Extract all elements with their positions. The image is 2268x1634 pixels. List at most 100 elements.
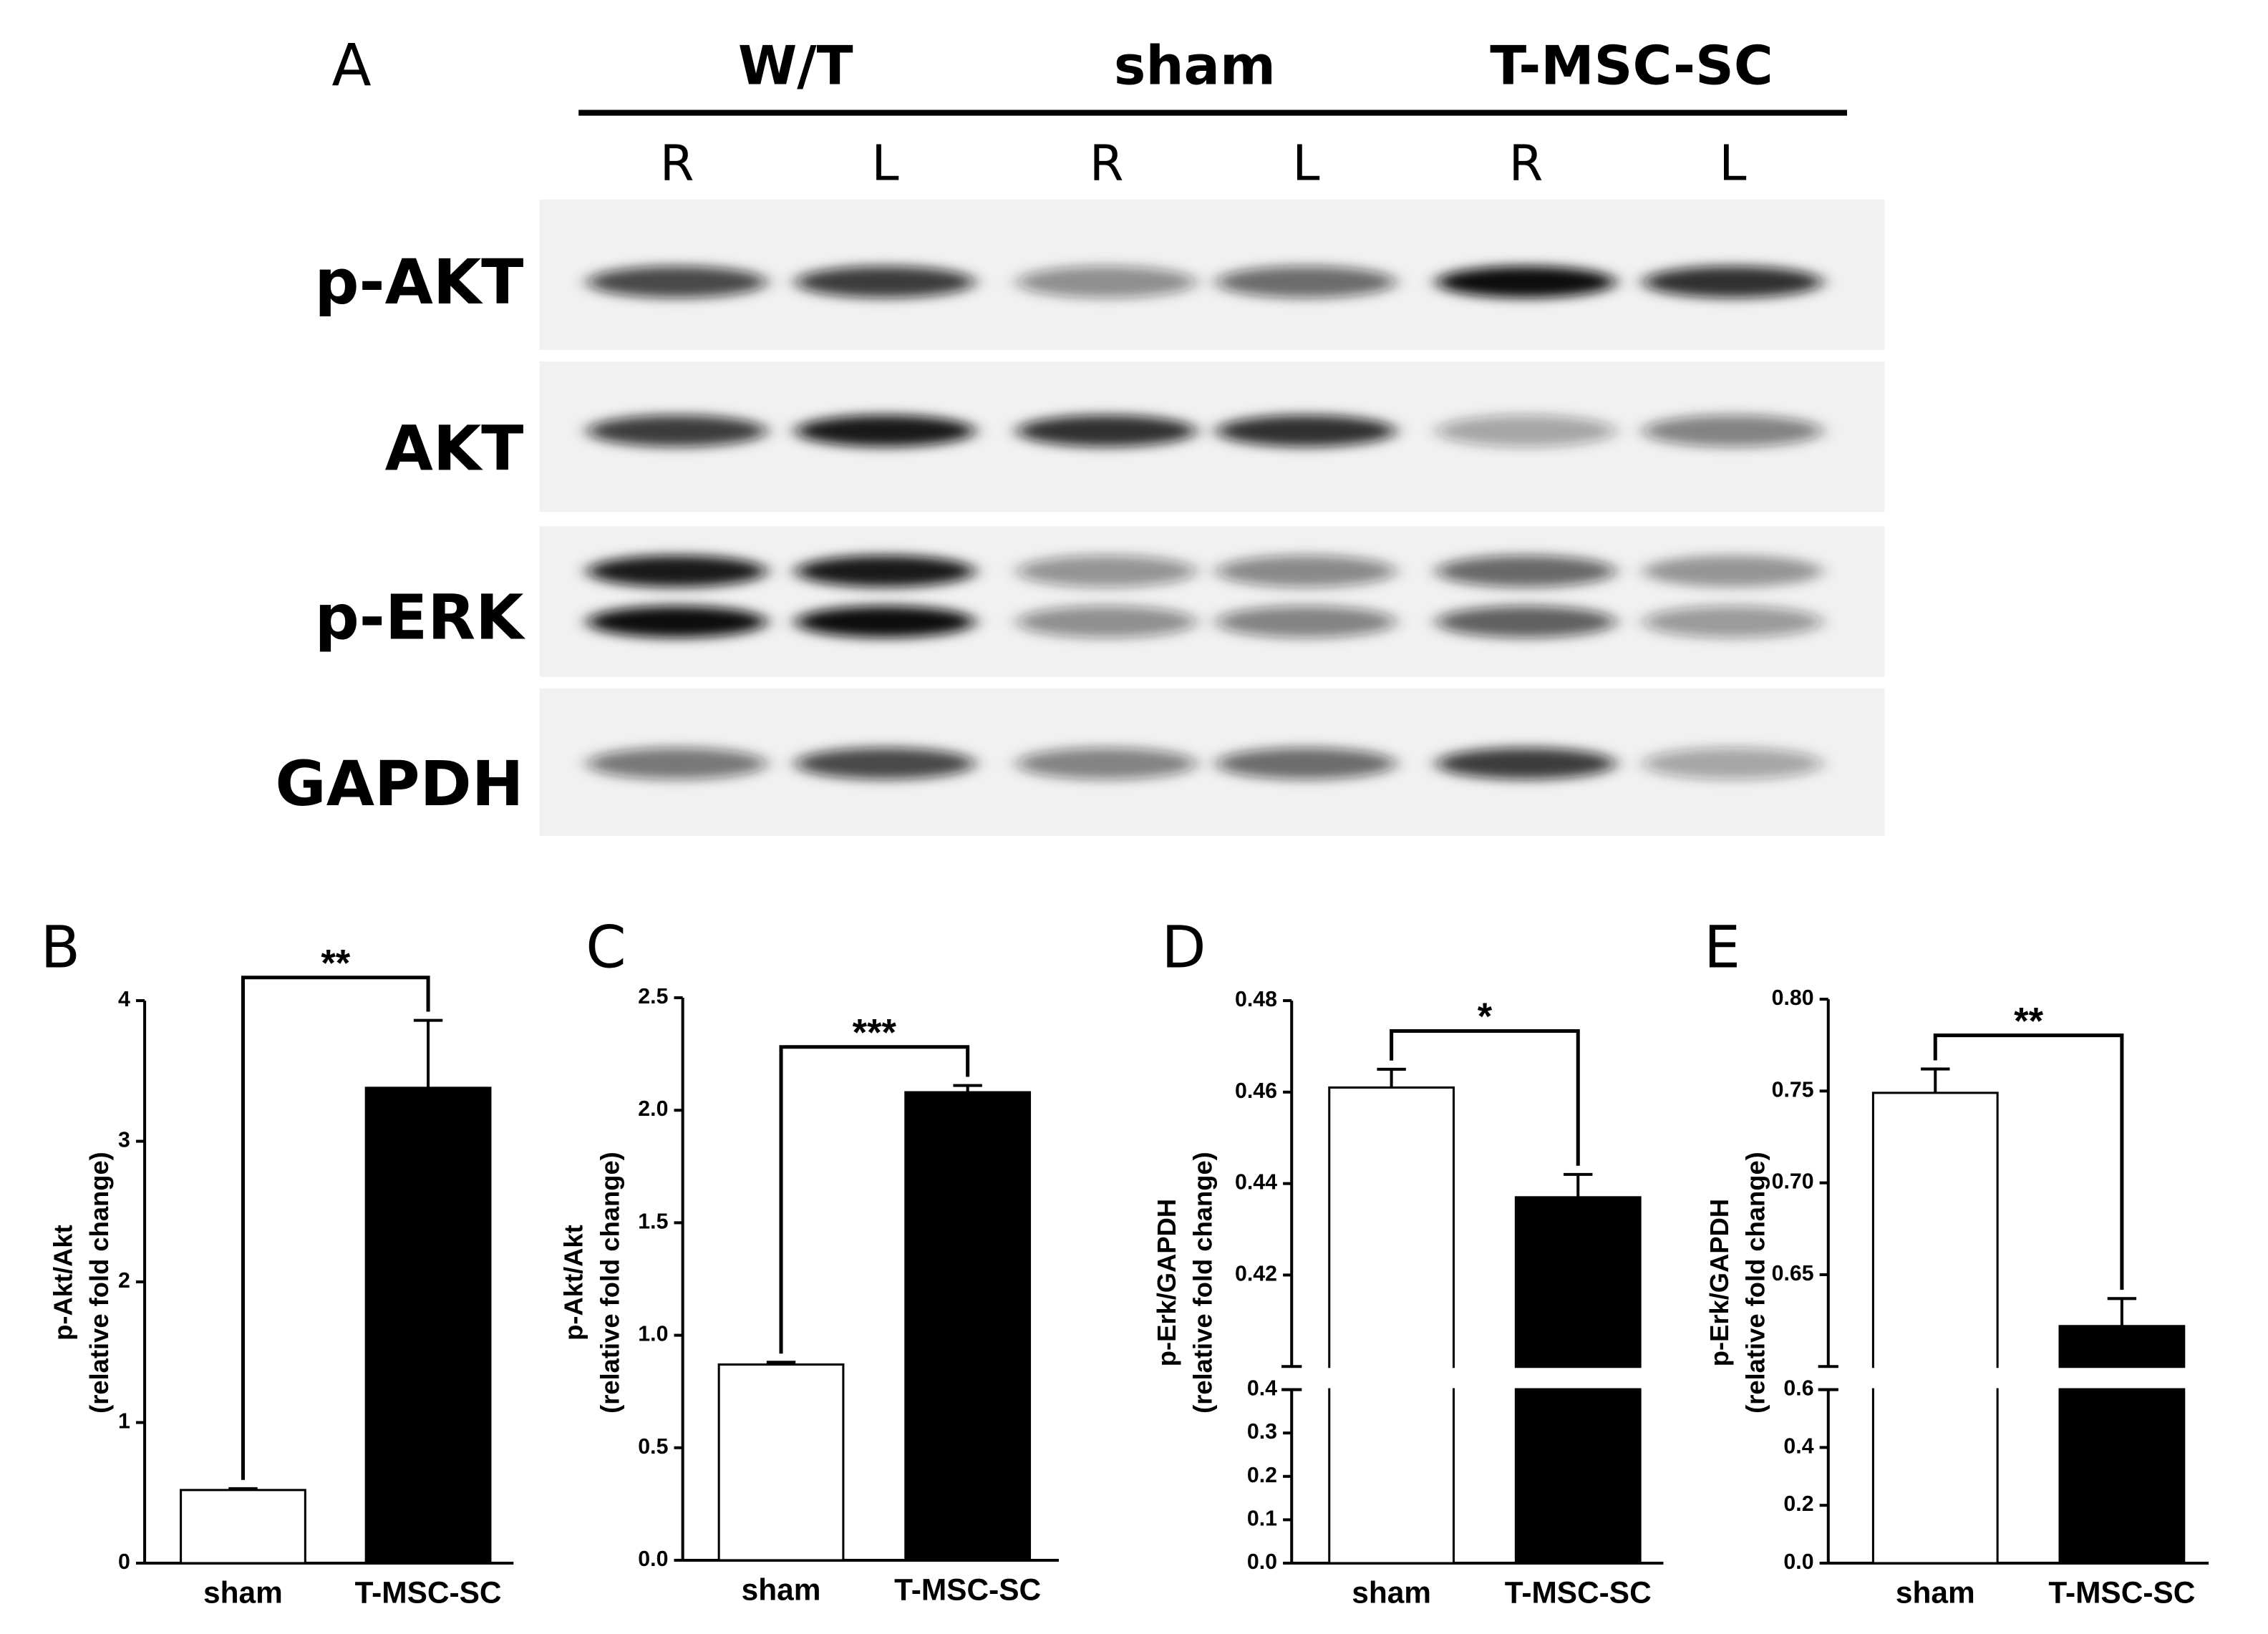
x-tick-label: sham — [1896, 1576, 1975, 1610]
band — [795, 414, 975, 447]
band — [1017, 414, 1196, 447]
y-tick-label: 0.3 — [1247, 1420, 1277, 1444]
band — [1643, 747, 1823, 779]
blot-bands — [587, 414, 1823, 447]
y-tick-label: 4 — [118, 988, 130, 1011]
panel-label: E — [1704, 914, 1740, 981]
error-bar — [953, 1084, 982, 1093]
axis-break-gap — [1831, 1368, 2212, 1389]
bar — [1328, 1086, 1455, 1565]
blot-bands — [587, 266, 1823, 298]
y-tick-label: 2 — [118, 1269, 130, 1293]
x-tick-label: T-MSC-SC — [355, 1576, 502, 1610]
panel-label: D — [1161, 914, 1206, 981]
lane-label: R — [660, 135, 694, 192]
x-tick-label: T-MSC-SC — [2048, 1576, 2195, 1610]
bar — [904, 1091, 1032, 1562]
band — [1436, 747, 1616, 779]
band — [1216, 606, 1396, 638]
y-axis-label: p-Akt/Akt — [559, 1225, 588, 1341]
band — [1017, 555, 1196, 588]
y-tick-label: 2.5 — [638, 985, 668, 1008]
x-tick-label: sham — [1352, 1576, 1431, 1610]
x-tick-label: T-MSC-SC — [1505, 1576, 1652, 1610]
y-tick-label: 1 — [118, 1410, 130, 1434]
y-axis-label: (relative fold change) — [595, 1152, 624, 1414]
band — [1216, 747, 1396, 779]
y-tick-label: 0.0 — [1783, 1550, 1813, 1574]
y-tick-label: 0.5 — [638, 1435, 668, 1459]
bar — [717, 1363, 845, 1562]
significance-bracket — [779, 1045, 970, 1354]
band — [587, 414, 767, 447]
significance-bracket — [1390, 1028, 1580, 1166]
error-bar — [1921, 1067, 1950, 1093]
lane-label: L — [1292, 135, 1319, 192]
lane-label: L — [871, 135, 898, 192]
y-axis-label: p-Erk/GAPDH — [1152, 1199, 1181, 1366]
significance-label: ** — [321, 942, 350, 984]
y-tick-label: 0.65 — [1772, 1262, 1814, 1285]
bar — [364, 1086, 492, 1565]
y-axis-label: (relative fold change) — [84, 1152, 114, 1414]
error-bar — [2107, 1297, 2137, 1326]
y-tick-label: 0.48 — [1235, 988, 1277, 1011]
band — [1216, 266, 1396, 298]
bar — [180, 1489, 306, 1565]
panel-label: B — [41, 914, 80, 981]
y-axis-label: (relative fold change) — [1740, 1152, 1770, 1414]
band — [795, 606, 975, 638]
group-label: T-MSC-SC — [1490, 34, 1773, 97]
band — [1017, 747, 1196, 779]
band — [1017, 266, 1196, 298]
row-label: GAPDH — [275, 748, 523, 820]
y-tick-label: 0.4 — [1783, 1434, 1813, 1458]
row-label: p-ERK — [315, 582, 525, 654]
error-bar — [1377, 1067, 1406, 1088]
y-tick-label: 0.42 — [1235, 1262, 1277, 1285]
band — [1017, 606, 1196, 638]
bar — [1871, 1091, 1999, 1565]
significance-bracket — [241, 976, 430, 1480]
y-axis-label: p-Akt/Akt — [49, 1225, 78, 1341]
error-bar — [413, 1018, 443, 1088]
y-tick-label: 0.2 — [1783, 1492, 1813, 1516]
lane-label: R — [1090, 135, 1124, 192]
band — [1643, 606, 1823, 638]
lane-label: R — [1509, 135, 1544, 192]
band — [1436, 414, 1616, 447]
significance-bracket — [1933, 1034, 2124, 1290]
band — [587, 606, 767, 638]
significance-label: ** — [2014, 1000, 2043, 1042]
band — [1216, 555, 1396, 588]
row-label: p-AKT — [314, 246, 523, 318]
blot-membrane — [539, 526, 1885, 677]
y-tick-label: 0.44 — [1235, 1171, 1277, 1195]
y-tick-label: 0.2 — [1247, 1464, 1277, 1487]
y-tick-label: 0.6 — [1783, 1377, 1813, 1401]
y-tick-label: 0.0 — [638, 1547, 668, 1571]
blot-bands — [587, 555, 1823, 638]
band — [1436, 555, 1616, 588]
significance-label: *** — [853, 1011, 897, 1054]
x-tick-label: T-MSC-SC — [894, 1573, 1041, 1607]
y-tick-label: 1.5 — [638, 1210, 668, 1233]
error-bar — [1564, 1172, 1593, 1197]
y-tick-label: 1.0 — [638, 1323, 668, 1346]
y-tick-label: 0.80 — [1772, 986, 1814, 1010]
band — [1436, 266, 1616, 298]
error-bar — [228, 1487, 258, 1490]
panel-label: A — [331, 32, 371, 99]
error-bar — [766, 1361, 796, 1365]
y-tick-label: 0.75 — [1772, 1078, 1814, 1102]
y-tick-label: 0.70 — [1772, 1170, 1814, 1194]
band — [795, 747, 975, 779]
y-axis-label: (relative fold change) — [1188, 1152, 1218, 1414]
y-tick-label: 0 — [118, 1550, 130, 1574]
band — [795, 266, 975, 298]
band — [587, 555, 767, 588]
bar — [2058, 1325, 2186, 1565]
row-label: AKT — [385, 412, 524, 485]
band — [795, 555, 975, 588]
